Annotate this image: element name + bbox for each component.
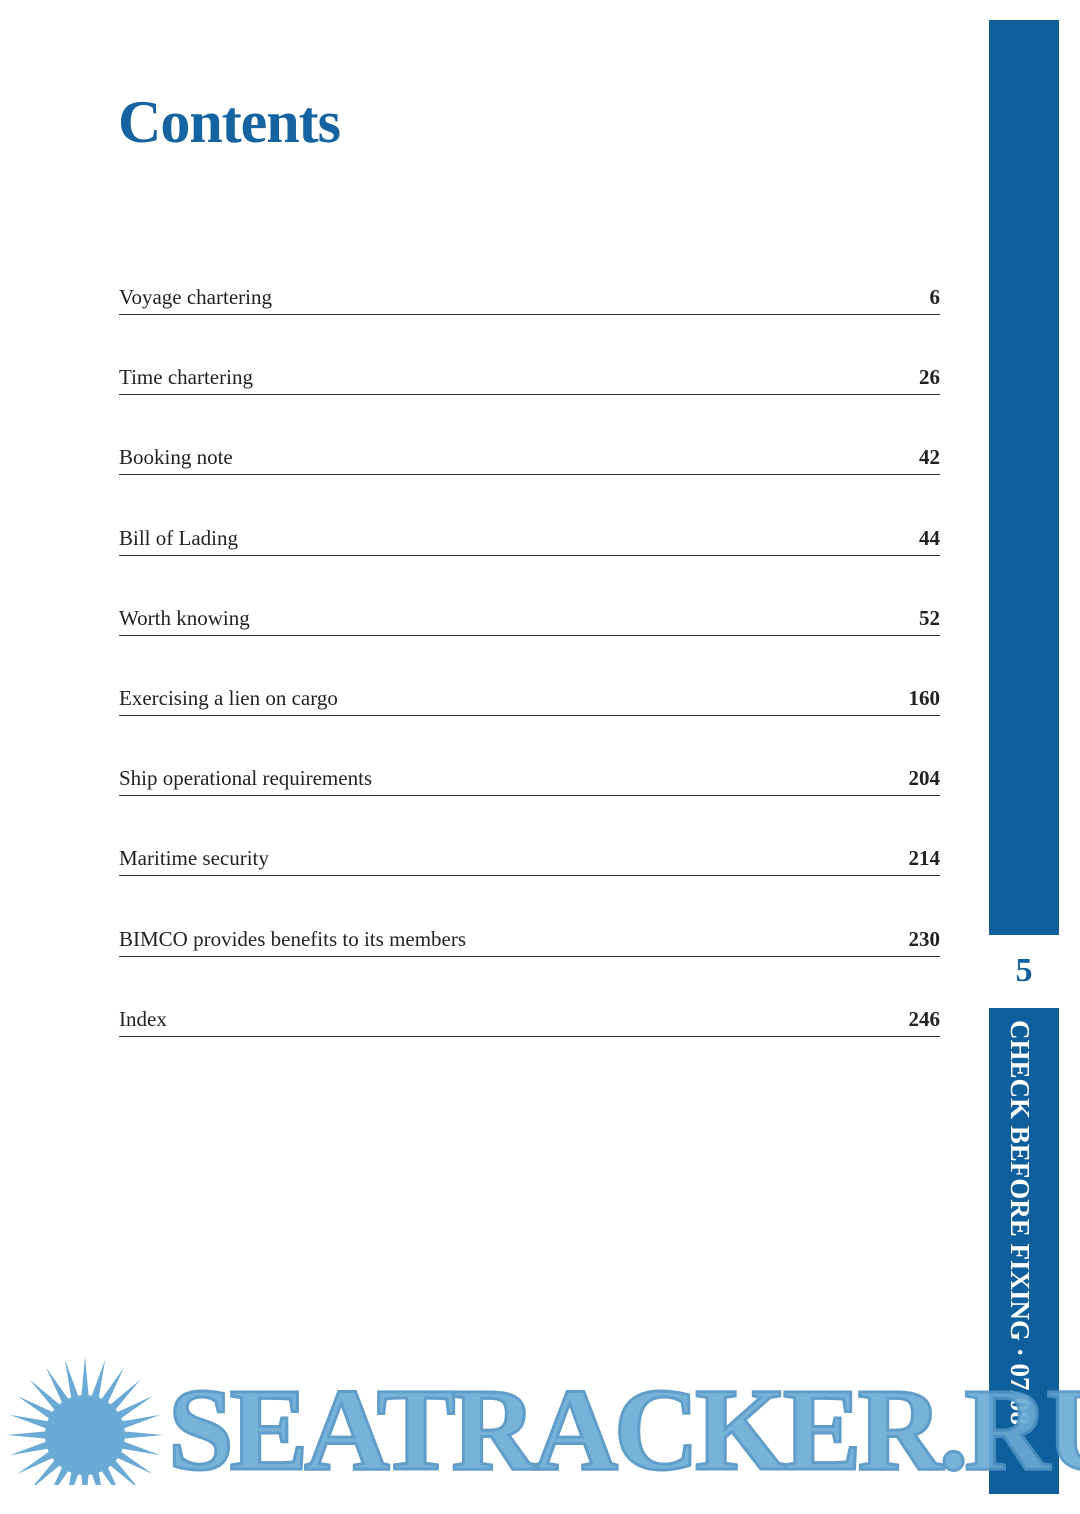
toc-page: 204 xyxy=(908,766,941,791)
sun-ray xyxy=(46,1367,70,1405)
page-number: 5 xyxy=(1015,952,1033,989)
toc-label: Voyage chartering xyxy=(119,285,272,309)
toc-entry: Maritime security 214 xyxy=(119,841,941,877)
toc-page: 160 xyxy=(908,686,941,710)
toc-page: 44 xyxy=(919,525,940,550)
sun-ray xyxy=(109,1379,141,1411)
watermark-logo xyxy=(7,1357,163,1485)
sun-ray xyxy=(115,1396,153,1420)
sun-ray xyxy=(69,1470,79,1485)
sun-ray xyxy=(81,1357,89,1398)
sun-ray xyxy=(17,1396,55,1420)
sun-ray xyxy=(81,1472,89,1485)
toc-entry: Exercising a lien on cargo 160 xyxy=(119,681,940,716)
toc-label: BIMCO provides benefits to its members xyxy=(119,926,467,951)
sun-ray xyxy=(64,1359,79,1400)
toc-label: Time chartering xyxy=(119,365,253,390)
sun-ray xyxy=(17,1450,55,1474)
toc-label: Worth knowing xyxy=(119,605,250,630)
toc-page: 52 xyxy=(919,605,940,630)
toc-label: Exercising a lien on cargo xyxy=(119,686,338,710)
toc-page: 42 xyxy=(919,445,940,470)
toc-entry: Ship operational requirements 204 xyxy=(119,761,941,797)
sun-ray xyxy=(7,1431,48,1439)
running-title: CHECK BEFORE FIXING · 07/08 xyxy=(1005,1020,1035,1426)
side-tab xyxy=(989,20,1059,935)
sun-ray xyxy=(100,1465,116,1485)
toc-entry: Index 246 xyxy=(119,1002,940,1037)
toc-page: 26 xyxy=(919,365,940,390)
sun-ray xyxy=(9,1441,50,1456)
sun-ray xyxy=(9,1414,50,1429)
toc-entry: BIMCO provides benefits to its members 23… xyxy=(119,922,940,957)
toc-entry: Worth knowing 52 xyxy=(119,601,940,636)
toc-entry: Bill of Lading 44 xyxy=(119,521,940,556)
sun-ray xyxy=(29,1379,61,1411)
sun-ray xyxy=(54,1465,70,1485)
toc-entry: Voyage chartering 6 xyxy=(119,280,940,315)
toc-label: Maritime security xyxy=(119,846,269,871)
toc-page: 246 xyxy=(908,1006,941,1031)
toc-page: 230 xyxy=(908,926,941,951)
toc-label: Index xyxy=(119,1006,167,1031)
toc-entry: Booking note 42 xyxy=(119,440,940,476)
toc-entry: Time chartering 26 xyxy=(119,360,940,396)
toc-label: Ship operational requirements xyxy=(119,766,373,791)
sun-ray xyxy=(120,1414,161,1429)
sun-ray xyxy=(34,1459,61,1485)
toc-page: 214 xyxy=(908,846,941,871)
sun-ray xyxy=(91,1470,101,1485)
side-tab xyxy=(989,1008,1059,1494)
sun-ray xyxy=(122,1431,163,1439)
sun-icon xyxy=(7,1357,163,1485)
sun-ray xyxy=(120,1441,161,1456)
sun-ray xyxy=(100,1367,124,1405)
toc-page: 6 xyxy=(929,285,941,309)
sun-ray xyxy=(109,1459,136,1485)
watermark: SEATRACKER.RU xyxy=(167,1363,1080,1497)
page-title: Contents xyxy=(118,89,341,155)
toc-label: Bill of Lading xyxy=(119,525,238,550)
sun-ray xyxy=(115,1450,153,1474)
toc-label: Booking note xyxy=(119,445,233,470)
sun-ray xyxy=(91,1359,106,1400)
